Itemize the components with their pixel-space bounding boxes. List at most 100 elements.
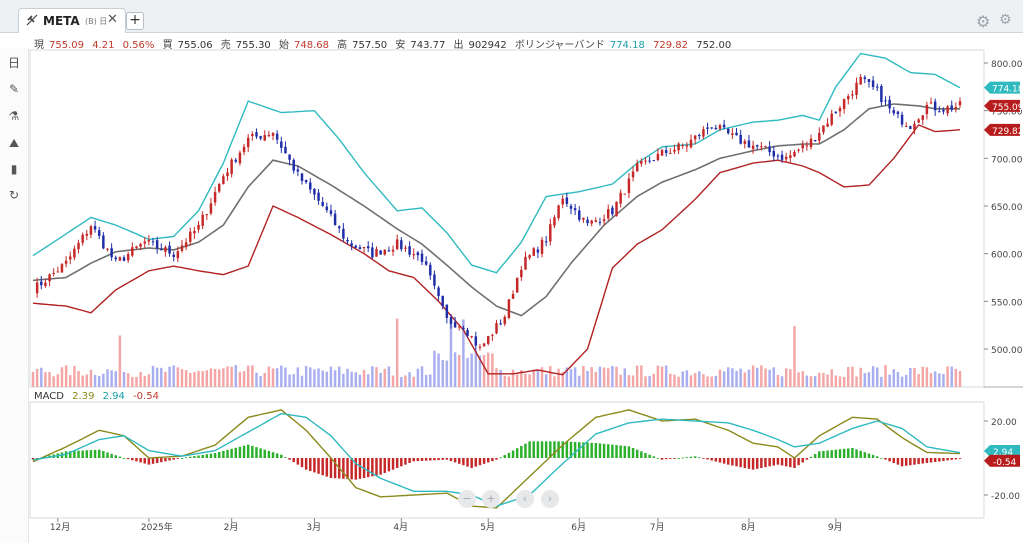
macd-histogram-bar	[131, 458, 134, 461]
macd-histogram-bar	[958, 458, 962, 459]
volume-bar	[478, 355, 482, 387]
macd-histogram-bar	[383, 458, 386, 473]
macd-histogram-bar	[822, 450, 825, 458]
candle-body	[540, 239, 544, 254]
volume-bar	[424, 374, 428, 387]
candle-body	[217, 183, 221, 192]
refresh-icon[interactable]: ↻	[8, 188, 20, 202]
macd-histogram-bar	[573, 441, 577, 458]
macd-histogram-bar	[925, 458, 929, 463]
volume-bar	[259, 376, 262, 387]
candle-body	[884, 100, 887, 102]
macd-histogram-bar	[499, 457, 502, 459]
candle-body	[834, 111, 838, 113]
candle-body	[304, 180, 308, 183]
macd-histogram-bar	[325, 458, 329, 477]
macd-histogram-bar	[329, 458, 333, 478]
time-tick-label: 7月	[650, 522, 665, 533]
bb-upper-tag: 774.18	[992, 85, 1023, 95]
macd-histogram-bar	[863, 452, 867, 458]
volume-bar	[230, 366, 233, 387]
macd-histogram-bar	[780, 458, 784, 466]
draw-pen-icon[interactable]: ✎	[8, 82, 20, 96]
candle-body	[664, 150, 668, 153]
volume-bar	[743, 372, 747, 387]
volume-bar	[35, 368, 39, 387]
volume-bar	[520, 370, 523, 387]
macd-histogram-bar	[433, 458, 436, 461]
signal-tag-bg	[984, 444, 1020, 457]
volume-bar	[834, 375, 838, 387]
candle-body	[673, 149, 676, 152]
macd-histogram-bar	[387, 458, 391, 472]
macd-histogram-bar	[731, 458, 734, 466]
add-tab-button[interactable]: +	[126, 12, 144, 30]
candle-body	[669, 152, 672, 154]
candle-body	[822, 125, 825, 133]
volume-bar	[582, 365, 585, 387]
volume-bar	[151, 365, 155, 387]
candle-body	[536, 249, 540, 253]
volume-bar	[822, 372, 825, 387]
close-tab-icon[interactable]: ✕	[107, 12, 118, 27]
volume-bar	[515, 374, 519, 387]
macd-tick-label: -20.00	[991, 492, 1020, 502]
candle-body	[420, 253, 424, 262]
candle-body	[458, 326, 461, 328]
candle-body	[292, 159, 295, 171]
bid-label: 買	[162, 40, 173, 51]
candle-body	[246, 137, 250, 148]
volume-bar	[267, 366, 271, 387]
macd-histogram-bar	[743, 458, 747, 468]
more-settings-icon[interactable]: ⚙	[999, 12, 1012, 28]
volume-bar	[354, 372, 358, 387]
candle-body	[855, 82, 858, 95]
volume-bar	[437, 353, 440, 387]
macd-histogram-bar	[97, 449, 101, 458]
volume-bars-icon[interactable]: ▮	[10, 162, 18, 176]
volume-bar	[288, 374, 291, 387]
macd-histogram-bar	[838, 449, 842, 458]
macd-histogram-bar	[226, 449, 229, 458]
volume-bar	[586, 370, 589, 387]
tab-meta[interactable]: META (B) 日 ✕	[18, 8, 126, 33]
macd-histogram-bar	[486, 458, 490, 463]
volume-bar	[342, 373, 345, 387]
macd-histogram-bar	[217, 451, 221, 458]
period-day-icon[interactable]: 日	[7, 56, 20, 70]
macd-value: 2.39	[72, 391, 95, 402]
volume-bar	[958, 371, 962, 387]
volume-bar	[433, 350, 436, 387]
volume-bar	[89, 369, 93, 387]
zoom-out-button[interactable]: −	[458, 490, 476, 508]
low-label: 安	[395, 40, 406, 51]
scroll-right-button[interactable]: ›	[541, 490, 559, 508]
macd-histogram-bar	[292, 458, 295, 463]
macd-histogram-bar	[656, 458, 660, 459]
candle-body	[466, 329, 469, 336]
macd-histogram-bar	[520, 445, 523, 458]
settings-gear-icon[interactable]: ⚙	[976, 12, 991, 31]
chart-type-mountain-icon[interactable]: ⛰	[8, 136, 20, 150]
volume-bar	[81, 375, 84, 387]
volume-bar	[623, 368, 627, 387]
scroll-left-button[interactable]: ‹	[516, 490, 534, 508]
volume-bar	[863, 373, 867, 387]
candle-body	[102, 235, 105, 249]
current-label: 現	[34, 40, 44, 51]
volume-label: 出	[453, 40, 464, 51]
macd-histogram-bar	[135, 458, 138, 462]
candle-body	[677, 143, 680, 151]
macd-histogram-bar	[673, 458, 676, 459]
macd-histogram-bar	[706, 458, 709, 460]
candle-body	[470, 335, 473, 337]
macd-histogram-bar	[784, 458, 788, 467]
volume-bar	[565, 367, 569, 387]
volume-bar	[60, 367, 64, 387]
candle-body	[557, 205, 560, 219]
bollinger-upper: 774.18	[609, 40, 645, 51]
zoom-in-button[interactable]: +	[482, 490, 500, 508]
indicator-flask-icon[interactable]: ⚗	[8, 109, 20, 123]
candle-body	[698, 134, 701, 137]
